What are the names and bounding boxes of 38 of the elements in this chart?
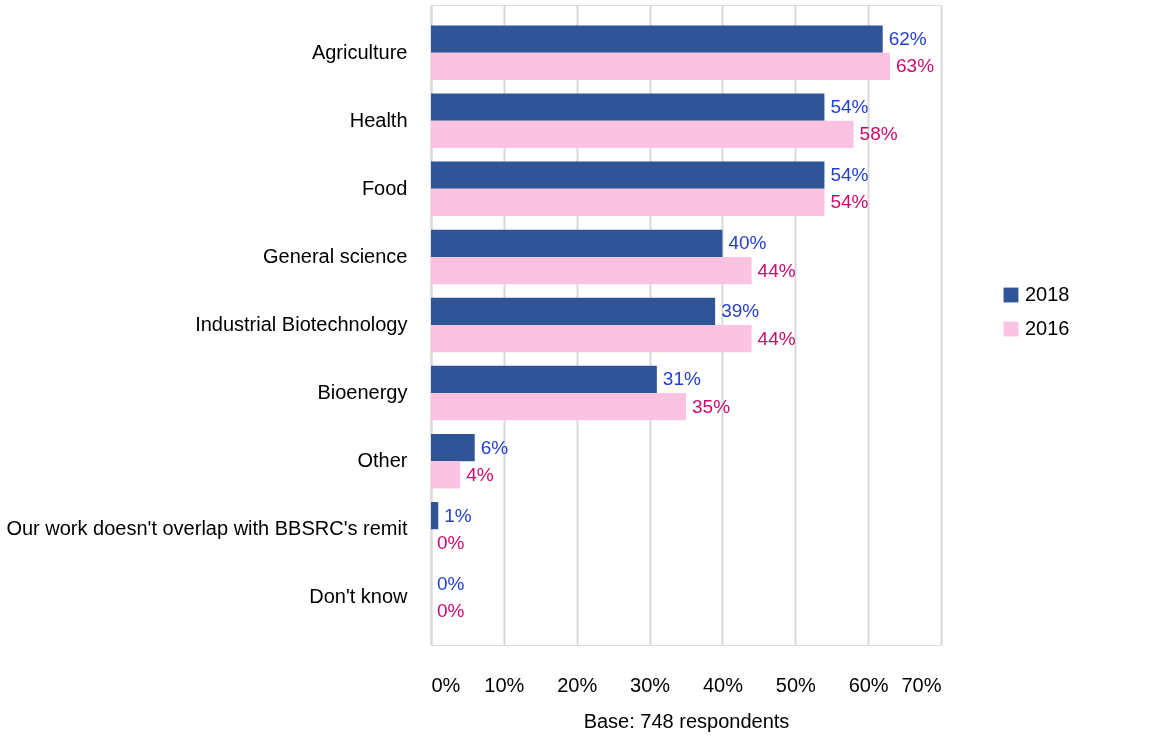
data-label: 54% [830,164,869,186]
x-tick-label: 60% [848,673,889,696]
data-label: 35% [692,395,731,417]
y-tick-label: Bioenergy [317,381,408,404]
y-tick-label: Agriculture [311,40,408,63]
y-tick-label: General science [262,244,408,267]
data-label: 4% [466,463,494,485]
x-tick-label: 30% [630,673,671,696]
x-axis-title: Base: 748 respondents [583,709,790,732]
data-label: 54% [830,96,869,118]
y-tick-label: Don't know [309,585,409,608]
data-label: 39% [721,300,760,322]
data-label: 44% [757,327,796,349]
data-label: 40% [728,232,767,254]
y-tick-label: Other [357,449,408,472]
data-label: 6% [480,436,509,458]
legend-label: 2016 [1025,317,1070,339]
data-label: 54% [830,191,869,213]
data-label: 0% [437,572,465,594]
data-label: 58% [859,123,898,145]
data-label: 0% [437,599,465,621]
y-tick-label: Industrial Biotechnology [195,313,408,335]
y-tick-label: Our work doesn't overlap with BBSRC's remit [6,517,408,540]
x-tick-label: 70% [901,673,942,696]
data-label: 31% [662,368,701,390]
data-label: 1% [444,504,472,526]
x-tick-label: 20% [557,673,598,696]
x-tick-label: 10% [484,673,525,696]
x-tick-label: 40% [702,673,744,696]
x-tick-label: 50% [775,673,817,696]
legend-label: 2018 [1025,283,1070,305]
y-tick-label: Food [361,176,408,199]
data-label: 44% [757,259,796,281]
data-label: 62% [888,28,927,50]
data-label: 63% [896,55,935,77]
x-tick-label: 0% [431,673,461,696]
data-label: 0% [437,531,465,553]
y-tick-label: Health [349,108,408,131]
